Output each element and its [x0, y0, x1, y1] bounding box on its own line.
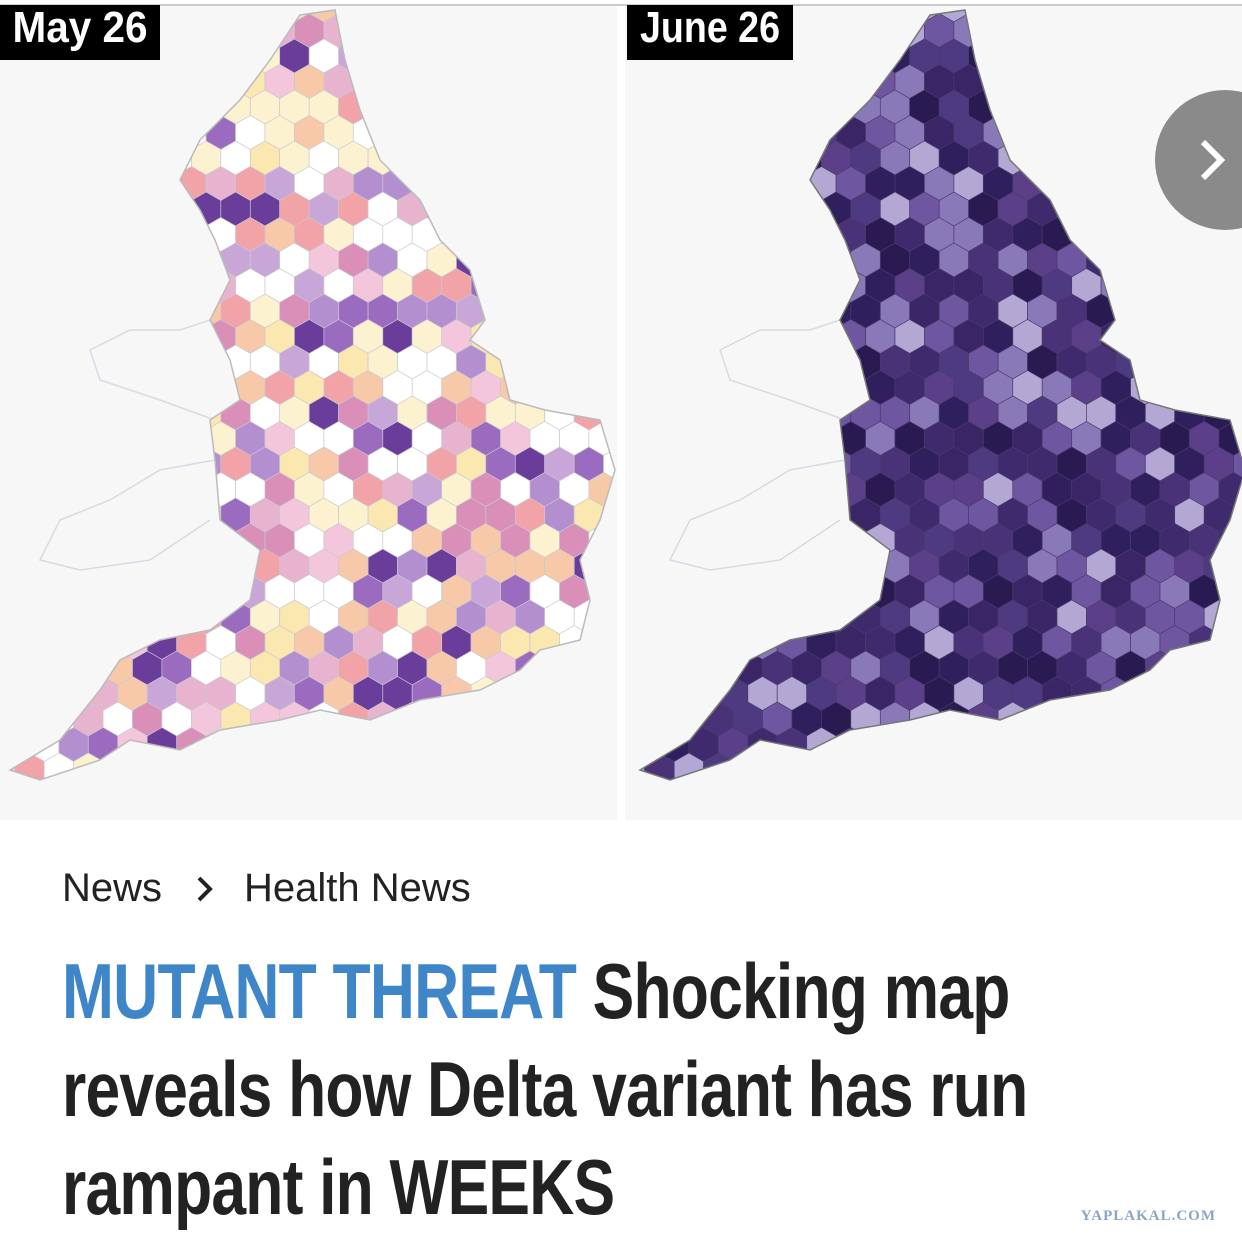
watermark: YAPLAKAL.COM [1080, 1208, 1216, 1224]
headline: MUTANT THREAT Shocking map reveals how D… [62, 942, 1166, 1236]
wales-outline [38, 319, 846, 571]
maps: May 26 June 26 [0, 3, 1242, 781]
headline-text: Shocking map reveals how Delta variant h… [62, 947, 1028, 1231]
date-badge [627, 5, 793, 60]
breadcrumb: News Health News [62, 866, 471, 911]
kicker: MUTANT THREAT [62, 947, 577, 1035]
chevron [197, 876, 213, 901]
date-label: June 26 [640, 3, 780, 52]
date-badge [0, 5, 160, 60]
next-button[interactable] [1155, 90, 1242, 230]
date-label: May 26 [13, 3, 148, 52]
breadcrumb-link[interactable]: Health News [244, 866, 471, 910]
breadcrumb-link[interactable]: News [62, 866, 163, 910]
